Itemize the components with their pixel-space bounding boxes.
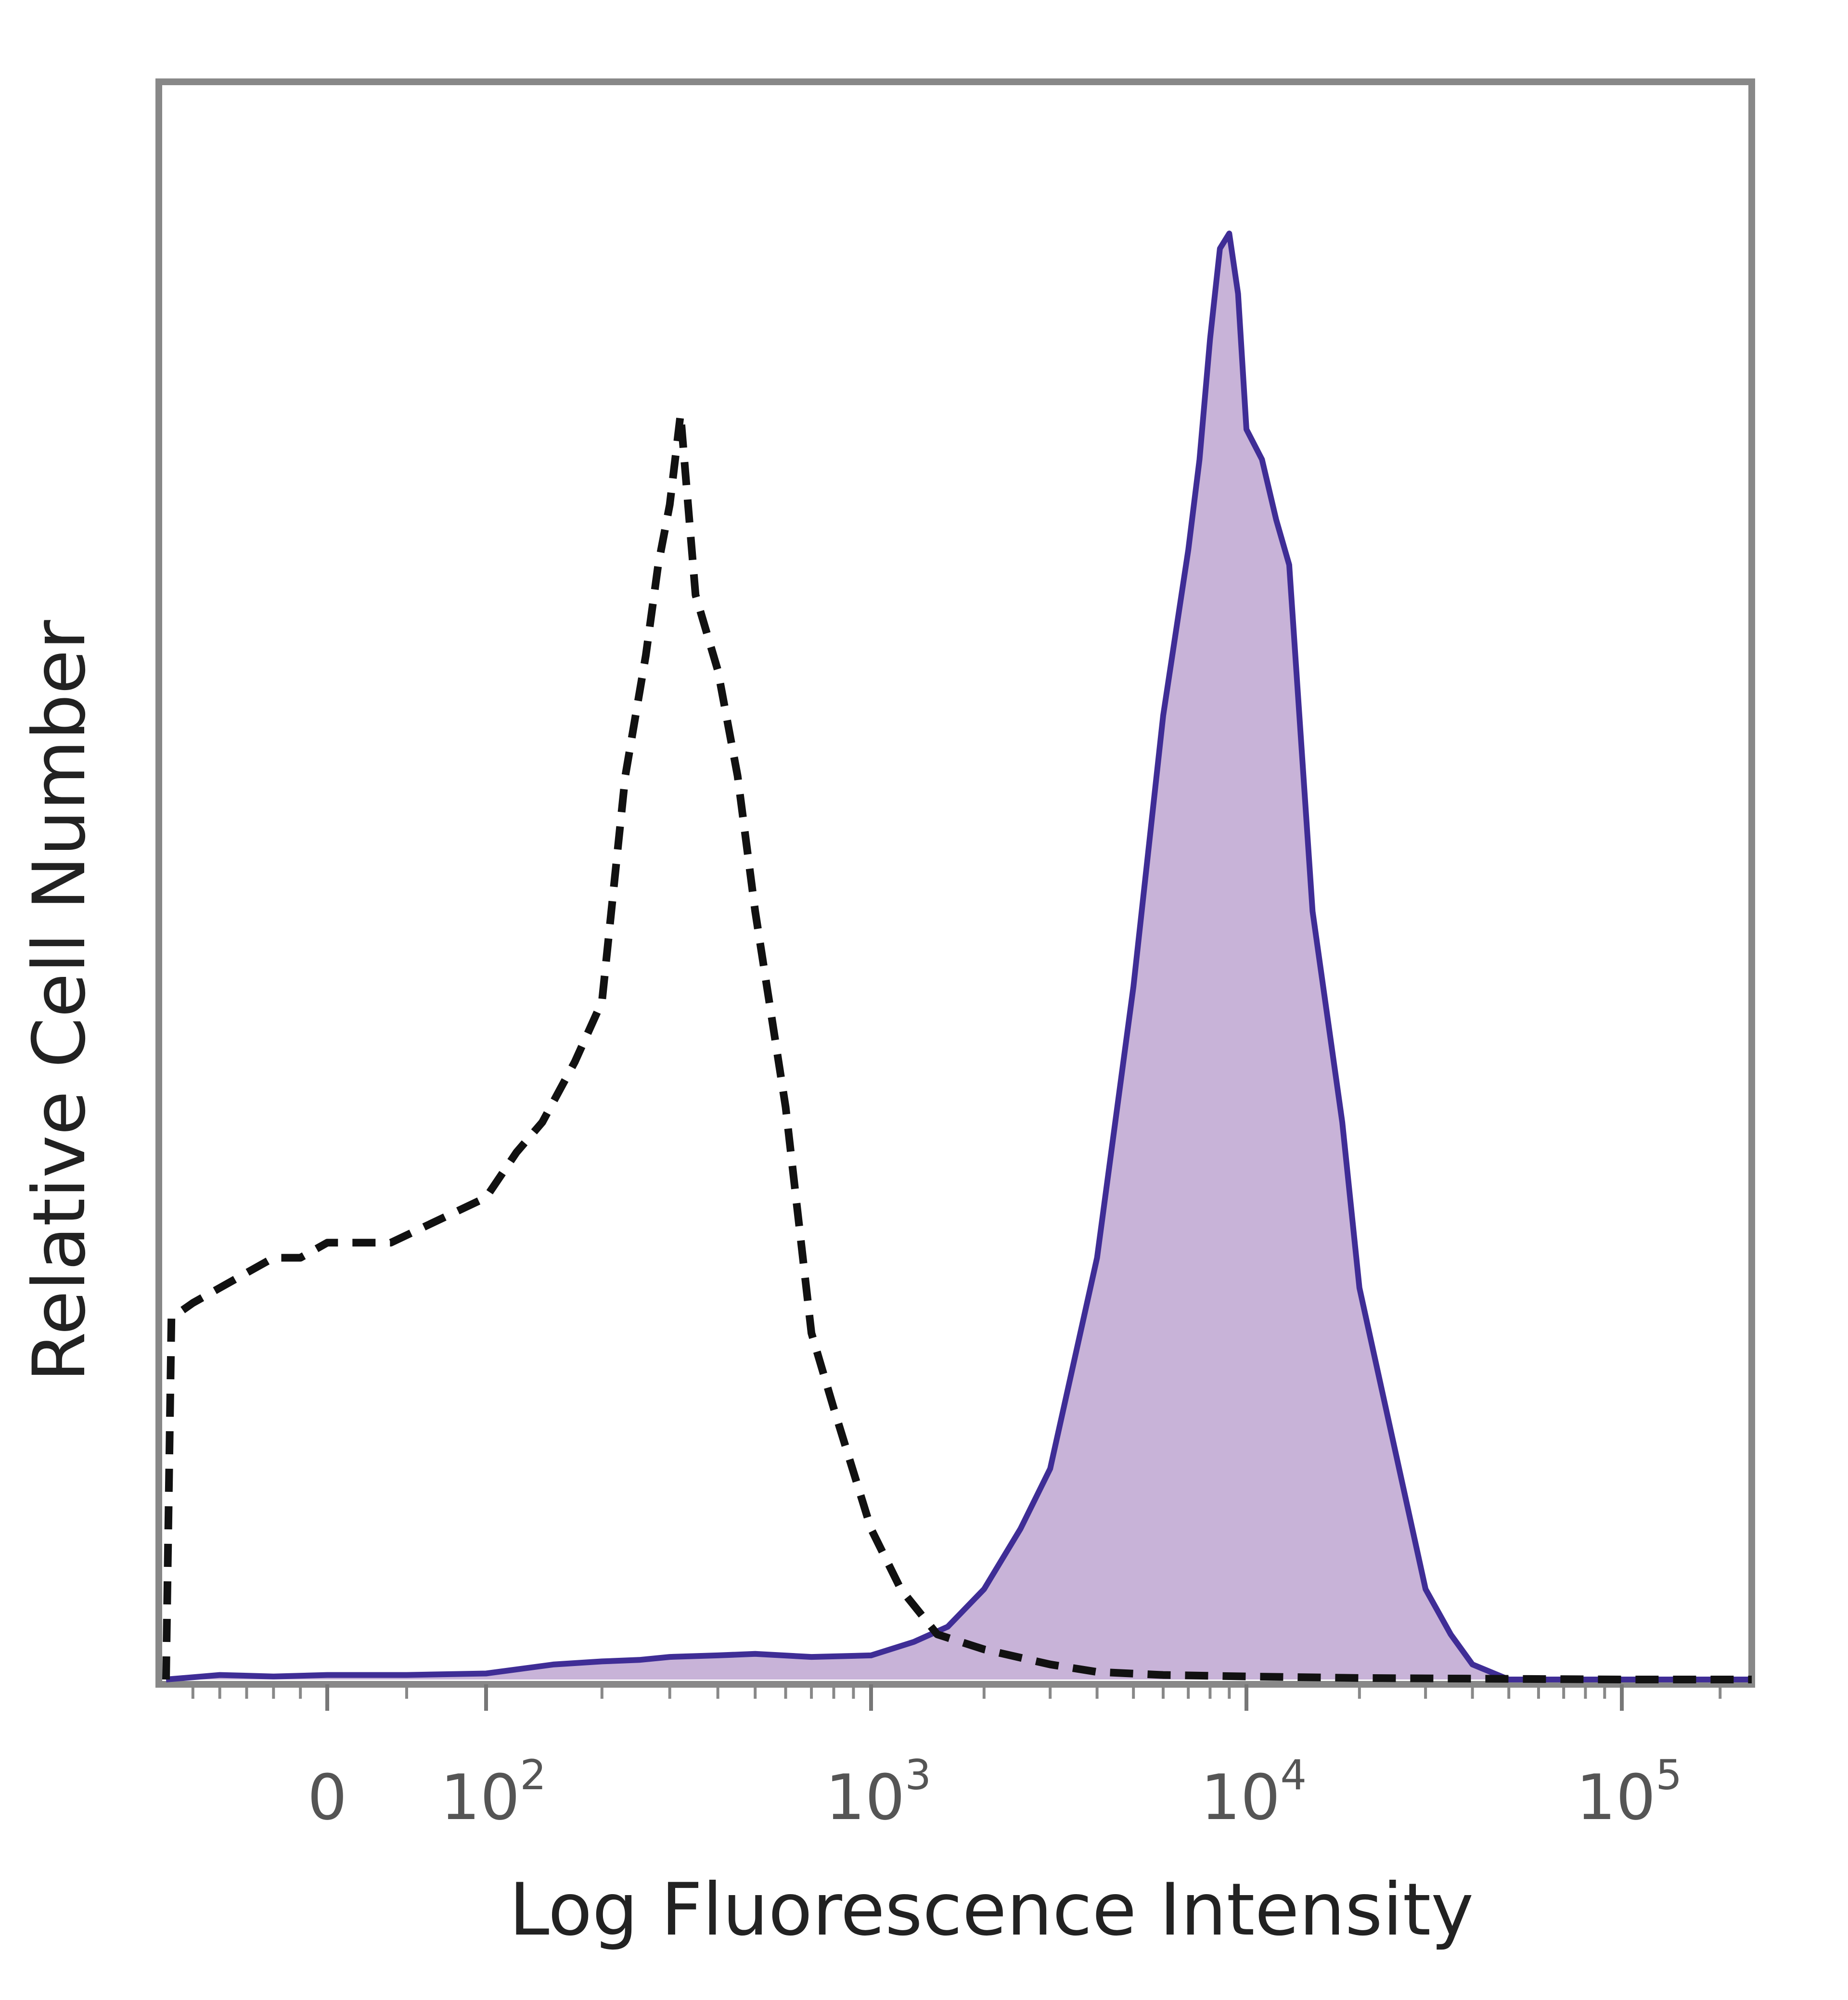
x-tick-label: 104 xyxy=(1201,1751,1307,1834)
x-tick-label: 105 xyxy=(1576,1751,1682,1834)
x-tick-label: 103 xyxy=(825,1751,931,1834)
x-axis-label: Log Fluorescence Intensity xyxy=(509,1868,1474,1952)
x-tick-label: 0 xyxy=(308,1761,347,1834)
series-1-line xyxy=(166,231,1752,1682)
plot-frame xyxy=(155,78,1755,1688)
series-0-line xyxy=(162,410,1752,1683)
series-1-fill xyxy=(166,233,1752,1680)
y-axis-label: Relative Cell Number xyxy=(18,620,102,1382)
x-tick-label: 102 xyxy=(440,1751,546,1834)
